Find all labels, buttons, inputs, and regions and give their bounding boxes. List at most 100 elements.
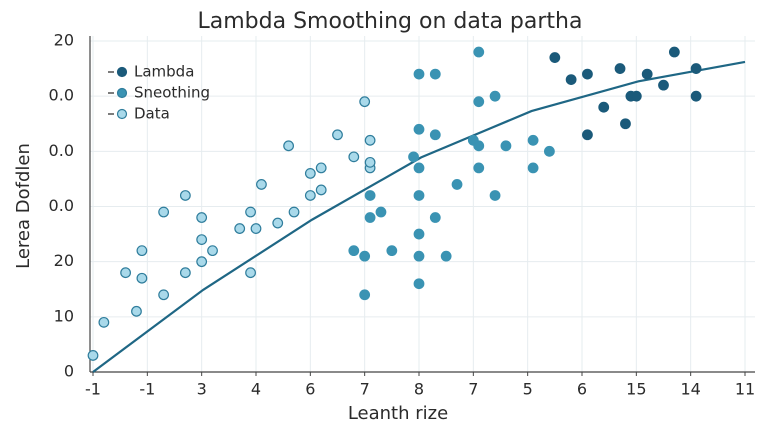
data-point [256, 179, 267, 190]
data-point [500, 140, 512, 152]
data-point [413, 190, 425, 201]
y-tick-label: 0.0 [49, 141, 74, 160]
data-point [364, 156, 376, 168]
data-point [489, 90, 501, 102]
x-tick-label: 6 [577, 380, 587, 399]
legend-label: Lambda [134, 63, 194, 81]
smoothing-curve [92, 60, 746, 373]
x-tick-label: 15 [626, 380, 646, 399]
data-point [413, 250, 425, 262]
data-point [658, 79, 669, 91]
data-point [304, 167, 316, 179]
data-point [690, 63, 702, 74]
x-tick-label: 7 [468, 380, 478, 399]
y-tick-label: 10 [54, 306, 74, 325]
data-point [413, 162, 425, 174]
data-point [413, 278, 425, 290]
y-tick-label: 20 [54, 31, 74, 50]
y-tick-label: 0.0 [49, 86, 74, 105]
data-point [245, 206, 256, 218]
data-point [565, 74, 577, 86]
data-point [429, 68, 441, 80]
data-point [98, 316, 110, 328]
data-point [332, 129, 343, 141]
data-point [598, 101, 610, 113]
data-point [527, 162, 539, 174]
data-point [364, 212, 376, 223]
legend-label: Data [134, 105, 170, 123]
data-point [179, 190, 191, 201]
data-point [131, 305, 142, 317]
data-point [582, 129, 593, 141]
y-tick-label: 20 [54, 251, 74, 270]
data-point [473, 140, 485, 152]
data-point [473, 162, 485, 174]
data-point [630, 90, 642, 102]
chart-title: Lambda Smoothing on data partha [198, 9, 583, 34]
data-point [413, 123, 425, 135]
data-point [207, 245, 218, 257]
x-tick-label: -1 [139, 380, 155, 399]
data-point [359, 96, 371, 108]
data-point [304, 190, 316, 201]
data-point [429, 129, 441, 141]
data-point [641, 68, 653, 80]
data-point [364, 190, 376, 201]
data-point [473, 46, 485, 58]
data-point [87, 350, 99, 361]
y-tick-label: 0 [64, 362, 74, 381]
data-point [549, 52, 561, 63]
data-point [250, 223, 262, 234]
data-point [359, 250, 371, 262]
data-point [315, 184, 327, 196]
data-point [413, 228, 425, 240]
data-point [614, 63, 626, 74]
data-point [413, 68, 425, 80]
data-point [158, 289, 170, 301]
data-point [620, 118, 631, 130]
legend-marker [116, 87, 128, 99]
y-tick-label: 0.0 [49, 196, 74, 215]
data-point [359, 289, 371, 301]
data-point [158, 206, 170, 218]
data-point [408, 151, 419, 163]
data-point [283, 140, 295, 152]
data-point [348, 245, 360, 257]
data-point [196, 234, 208, 246]
data-point [690, 90, 702, 102]
x-tick-label: 14 [680, 380, 700, 399]
data-point [136, 272, 148, 284]
data-point [668, 46, 680, 58]
data-point [544, 145, 555, 157]
data-point [120, 267, 131, 279]
data-point [245, 267, 256, 279]
data-point [440, 250, 452, 262]
data-point [315, 162, 327, 174]
legend-marker [116, 108, 128, 120]
data-point [196, 256, 208, 268]
data-point [234, 223, 246, 234]
data-point [136, 245, 148, 257]
x-tick-label: 4 [251, 380, 261, 399]
data-point [196, 212, 208, 223]
x-tick-label: 11 [735, 380, 755, 399]
data-point [582, 68, 593, 80]
data-point [429, 212, 441, 223]
data-point [473, 96, 485, 108]
x-tick-label: 7 [360, 380, 370, 399]
data-point [364, 134, 376, 146]
x-axis-label: Leanth rize [348, 403, 448, 424]
legend-marker [116, 66, 128, 78]
data-point [489, 190, 501, 201]
data-point [375, 206, 387, 218]
x-tick-label: 6 [305, 380, 315, 399]
x-tick-label: 3 [197, 380, 207, 399]
data-point [179, 267, 191, 279]
data-point [288, 206, 300, 218]
legend-label: Sneothing [134, 84, 210, 102]
data-point [451, 179, 463, 190]
x-tick-label: 5 [523, 380, 533, 399]
y-axis-label: Lerea Dofdlen [13, 143, 34, 269]
data-point [348, 151, 360, 163]
